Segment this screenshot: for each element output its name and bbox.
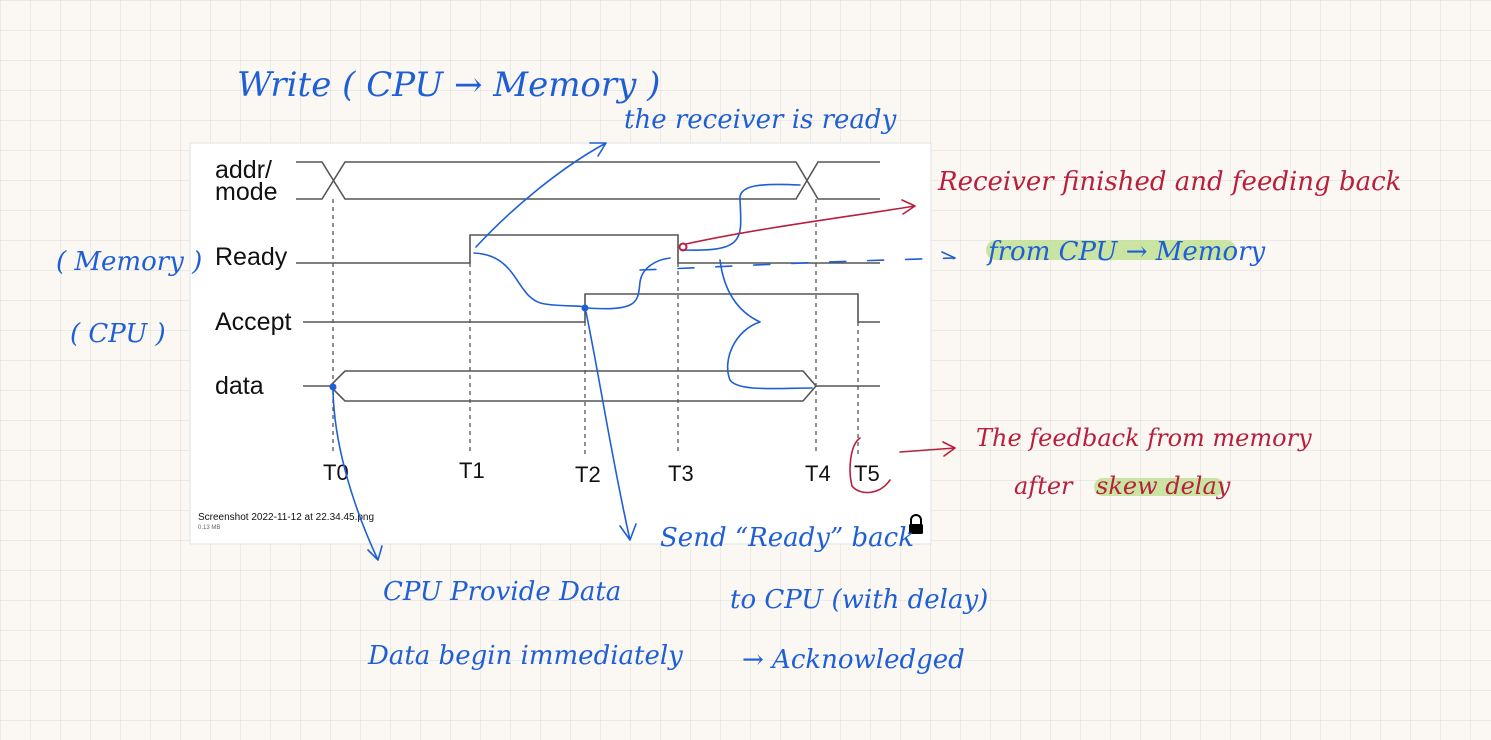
note-send-ready-line3: → Acknowledged xyxy=(742,645,965,675)
note-send-ready-line2: to CPU (with delay) xyxy=(730,585,988,615)
note-send-ready-line1: Send “Ready” back xyxy=(660,523,914,553)
signal-label-accept: Accept xyxy=(215,308,291,336)
data-waveform xyxy=(303,370,880,402)
arrow-to-feedback-note xyxy=(899,441,956,457)
lock-icon[interactable] xyxy=(909,514,923,534)
ink-dot-accept xyxy=(581,304,589,312)
arrow-t0-to-cpu-provide xyxy=(332,389,383,561)
addr-mode-waveform xyxy=(296,161,880,200)
screenshot-file-size: 0.13 MB xyxy=(198,525,220,531)
tick-label-t5: T5 xyxy=(854,461,880,486)
tick-label-t3: T3 xyxy=(668,461,694,486)
highlight-skew-delay xyxy=(1094,478,1224,496)
note-cpu-label: ( CPU ) xyxy=(70,319,166,349)
screenshot-file-name: Screenshot 2022-11-12 at 22.34.45.png xyxy=(198,512,374,523)
curve-accept-to-t3 xyxy=(587,257,671,310)
highlight-from-cpu xyxy=(986,240,1236,260)
arrow-accept-to-send-ready xyxy=(585,311,637,541)
tick-label-t4: T4 xyxy=(805,461,831,486)
ink-dot-data xyxy=(329,383,337,391)
circle-t5-mark xyxy=(849,437,891,494)
embedded-screenshot[interactable]: addr/ mode Ready Accept data T0 T1 T2 T3… xyxy=(189,142,932,545)
note-memory-label: ( Memory ) xyxy=(56,247,202,277)
ink-dot-ready xyxy=(678,242,688,252)
signal-label-mode: mode xyxy=(215,178,278,206)
note-feedback-after: after xyxy=(1014,472,1074,500)
tick-label-t0: T0 xyxy=(323,460,349,485)
arrow-to-receiver-finished xyxy=(685,199,916,245)
tick-label-t1: T1 xyxy=(459,458,485,483)
accept-waveform xyxy=(303,293,880,323)
note-feedback-line1: The feedback from memory xyxy=(976,424,1312,452)
note-title-write: Write ( CPU → Memory ) xyxy=(237,65,660,105)
note-cpu-provide-line1: CPU Provide Data xyxy=(383,577,621,607)
ready-waveform xyxy=(296,234,880,264)
note-receiver-ready: the receiver is ready xyxy=(624,105,897,135)
note-cpu-provide-line2: Data begin immediately xyxy=(367,641,683,671)
signal-label-addr: addr/ xyxy=(215,156,272,184)
tick-label-t2: T2 xyxy=(575,462,601,487)
note-receiver-finished: Receiver finished and feeding back xyxy=(937,167,1401,197)
highlight-marks xyxy=(986,240,1236,496)
curve-receiver-loop xyxy=(681,183,813,390)
signal-label-data: data xyxy=(215,372,264,400)
dashed-arrow-to-from-cpu xyxy=(639,251,956,271)
curve-ready-to-accept xyxy=(473,252,586,308)
signal-label-ready: Ready xyxy=(215,243,288,271)
arrow-ready-to-receiver-note xyxy=(475,142,607,248)
note-feedback-skew: skew delay xyxy=(1096,472,1231,500)
note-from-cpu: from CPU → Memory xyxy=(986,237,1266,267)
